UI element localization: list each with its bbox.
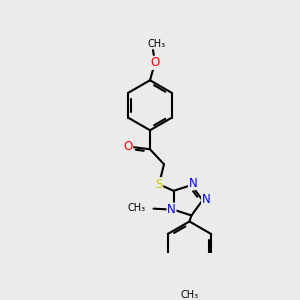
Text: CH₃: CH₃ — [128, 203, 146, 213]
Text: S: S — [155, 178, 163, 191]
Text: CH₃: CH₃ — [147, 39, 166, 49]
Text: N: N — [189, 176, 197, 190]
Text: O: O — [123, 140, 133, 153]
Text: O: O — [150, 56, 160, 69]
Text: CH₃: CH₃ — [180, 290, 199, 300]
Text: N: N — [167, 203, 176, 216]
Text: N: N — [202, 193, 210, 206]
